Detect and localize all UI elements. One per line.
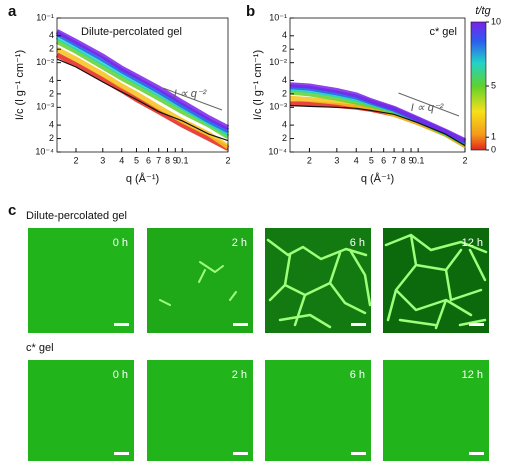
x-tick-label: 5 [369,155,374,165]
y-tick-label: 2 [49,44,54,54]
y-tick-label: 10⁻² [269,57,287,67]
y-tick-label: 10⁻¹ [36,12,54,22]
row-title: Dilute-percolated gel [26,210,127,222]
scale-bar [233,323,248,326]
time-label: 12 h [462,237,483,249]
network [266,238,372,329]
x-tick-label: 7 [392,155,397,165]
plot-frame [289,17,466,153]
scale-bar [351,323,366,326]
plot-title: Dilute-percolated gel [81,26,182,38]
plot-title: c* gel [429,26,457,38]
x-tick-label: 9 [173,155,178,165]
time-label: 2 h [232,369,247,381]
colorbar [470,21,487,151]
data-line [289,82,467,143]
row-title: c* gel [26,342,54,354]
time-label: 6 h [350,369,365,381]
y-axis-label: I/c (l g⁻¹ cm⁻¹) [14,50,26,120]
y-tick-label: 2 [282,133,287,143]
data-line [289,104,466,147]
scale-bar [114,452,129,455]
panel-label: b [246,3,255,20]
x-tick-label: 4 [354,155,359,165]
y-tick-label: 2 [49,88,54,98]
y-tick-label: 4 [282,119,287,129]
scale-bar [114,323,129,326]
scale-bar [469,452,484,455]
y-tick-label: 2 [282,88,287,98]
y-axis-label: I/c (l g⁻¹ cm⁻¹) [252,50,264,120]
y-tick-label: 10⁻¹ [269,12,287,22]
x-tick-label: 7 [156,155,161,165]
data-line [55,52,230,151]
x-tick-label: 3 [100,155,105,165]
x-tick-label: 2 [462,155,467,165]
time-label: 12 h [462,369,483,381]
time-label: 0 h [113,369,128,381]
scale-bar [233,452,248,455]
y-tick-label: 4 [49,119,54,129]
panel-label: a [8,3,17,20]
micrographs [28,228,489,461]
colorbar-tick-label: 5 [491,80,496,90]
x-tick-label: 9 [409,155,414,165]
annotation: I ∝ q⁻² [174,88,207,100]
micrograph [147,360,253,461]
x-tick-label: 6 [146,155,151,165]
colorbar-label: t/tg [475,5,491,17]
colorbar-tick-label: 1 [491,132,496,142]
y-tick-label: 4 [49,75,54,85]
colorbar-tick-label: 0 [491,144,496,154]
scale-bars [114,323,484,455]
y-tick-label: 4 [282,75,287,85]
x-tick-label: 2 [307,155,312,165]
y-tick-label: 4 [282,30,287,40]
x-tick-label: 5 [134,155,139,165]
micrograph [28,228,134,333]
x-tick-label: 4 [119,155,124,165]
micrograph [383,360,489,461]
guide-line [398,92,460,117]
x-tick-label: 6 [381,155,386,165]
y-tick-label: 10⁻² [36,57,54,67]
x-axis-label: q (Å⁻¹) [361,172,394,185]
scale-bar [351,452,366,455]
y-tick-label: 10⁻³ [269,102,287,112]
panel-label: c [8,202,16,219]
data-line [55,39,230,139]
y-tick-label: 10⁻⁴ [35,146,54,156]
x-tick-label: 3 [334,155,339,165]
y-tick-label: 10⁻⁴ [268,146,287,156]
x-axis-label: q (Å⁻¹) [126,172,159,185]
x-tick-label: 2 [73,155,78,165]
micrograph [28,360,134,461]
y-tick-label: 10⁻³ [36,102,54,112]
time-label: 0 h [113,237,128,249]
y-tick-label: 2 [282,44,287,54]
guide-line [162,87,223,111]
x-tick-label: 0.1 [412,155,425,165]
x-tick-label: 8 [165,155,170,165]
data-line [55,29,230,130]
y-tick-label: 4 [49,30,54,40]
scale-bar [469,323,484,326]
time-label: 2 h [232,237,247,249]
y-tick-label: 2 [49,133,54,143]
micrograph [265,228,371,333]
micrograph [265,360,371,461]
network [159,261,237,306]
annotation: I ∝ q⁻² [411,102,444,114]
x-tick-label: 8 [401,155,406,165]
data-line [56,58,229,142]
network [384,233,488,330]
x-tick-label: 2 [225,155,230,165]
colorbar-tick-label: 10 [491,16,501,26]
time-label: 6 h [350,237,365,249]
x-tick-label: 0.1 [176,155,189,165]
plot-frame [56,17,229,153]
